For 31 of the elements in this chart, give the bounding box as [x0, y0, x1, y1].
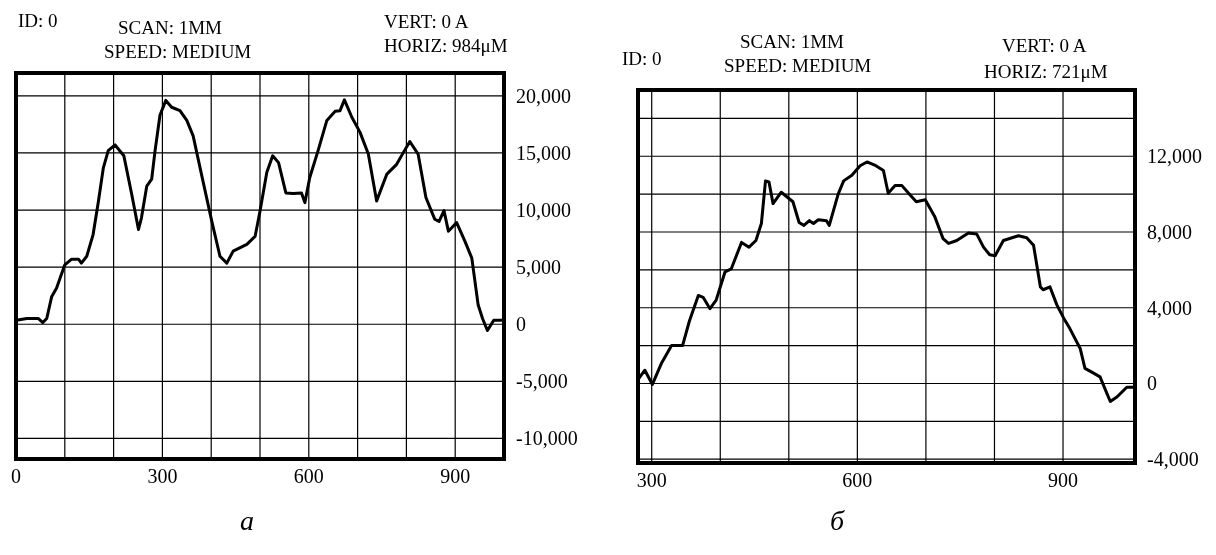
text: SCAN: 1MM — [740, 31, 845, 52]
y-tick-label: 20,000 — [516, 84, 571, 107]
x-tick-label: 600 — [842, 469, 873, 491]
text: SPEED: MEDIUM — [724, 55, 872, 76]
y-tick-label: 0 — [516, 313, 526, 336]
text: SCAN: 1MM — [118, 17, 223, 38]
y-tick-label: -5,000 — [516, 370, 568, 393]
y-tick-label: 15,000 — [516, 141, 571, 164]
y-tick-label: 4,000 — [1147, 296, 1192, 319]
x-tick-label: 0 — [11, 465, 21, 487]
x-tick-label: 900 — [1048, 469, 1079, 491]
y-tick-label: -10,000 — [516, 427, 578, 450]
text: ID: 0 — [18, 10, 58, 31]
text: VERT: 0 A — [1002, 35, 1087, 56]
y-tick-label: 0 — [1147, 372, 1157, 395]
y-tick-label: -4,000 — [1147, 448, 1199, 471]
text: а — [240, 505, 254, 536]
text: HORIZ: 721μM — [984, 61, 1108, 82]
y-tick-label: 12,000 — [1147, 145, 1202, 168]
x-tick-label: 300 — [147, 465, 178, 487]
x-tick-label: 600 — [293, 465, 324, 487]
text: SPEED: MEDIUM — [104, 41, 252, 62]
text: HORIZ: 984μM — [384, 35, 508, 56]
y-tick-label: 8,000 — [1147, 221, 1192, 244]
text: ID: 0 — [622, 48, 662, 69]
text: б — [830, 505, 845, 536]
x-tick-label: 300 — [636, 469, 667, 491]
y-tick-label: 10,000 — [516, 199, 571, 222]
x-tick-label: 900 — [440, 465, 471, 487]
text: VERT: 0 A — [384, 11, 469, 32]
y-tick-label: 5,000 — [516, 256, 561, 279]
